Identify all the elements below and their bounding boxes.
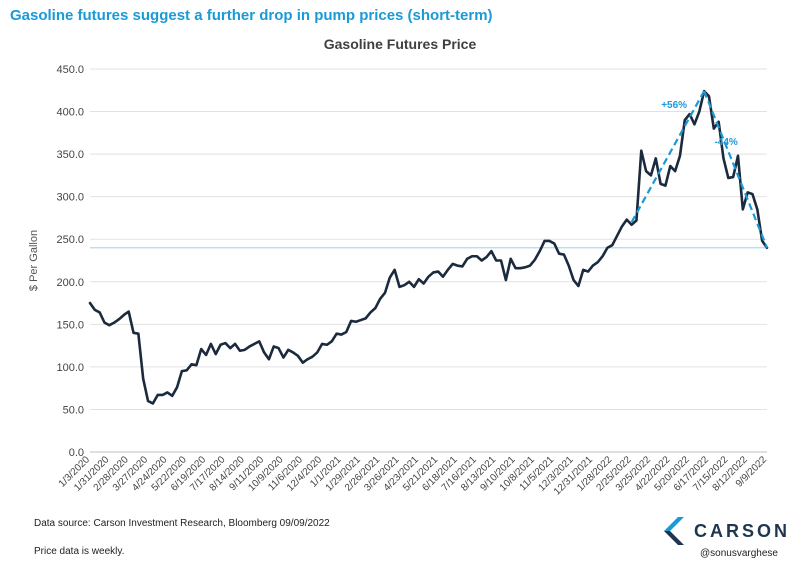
y-tick-label: 100.0 xyxy=(56,362,84,374)
y-tick-label: 150.0 xyxy=(56,319,84,331)
y-tick-label: 200.0 xyxy=(56,277,84,289)
price-series-line xyxy=(88,89,769,405)
rise-percent-label: +56% xyxy=(661,100,687,111)
carson-logo-icon xyxy=(664,517,684,545)
fall-percent-label: -44% xyxy=(714,137,737,148)
data-source-note: Data source: Carson Investment Research,… xyxy=(34,518,330,529)
y-tick-label: 0.0 xyxy=(69,447,84,459)
y-tick-label: 250.0 xyxy=(56,234,84,246)
carson-logo-text: CARSON xyxy=(694,520,791,541)
y-tick-label: 400.0 xyxy=(56,107,84,119)
frequency-note: Price data is weekly. xyxy=(34,546,125,557)
y-tick-label: 450.0 xyxy=(56,64,84,76)
rise-trend-line xyxy=(630,90,706,223)
y-tick-label: 300.0 xyxy=(56,192,84,204)
twitter-handle: @sonusvarghese xyxy=(700,548,778,559)
fall-trend-line xyxy=(703,90,769,249)
headline: Gasoline futures suggest a further drop … xyxy=(10,7,493,24)
y-tick-label: 350.0 xyxy=(56,149,84,161)
y-tick-label: 50.0 xyxy=(63,404,84,416)
carson-logo: CARSON xyxy=(664,517,790,545)
y-axis-label: $ Per Gallon xyxy=(28,230,40,291)
chart-title: Gasoline Futures Price xyxy=(323,36,477,52)
